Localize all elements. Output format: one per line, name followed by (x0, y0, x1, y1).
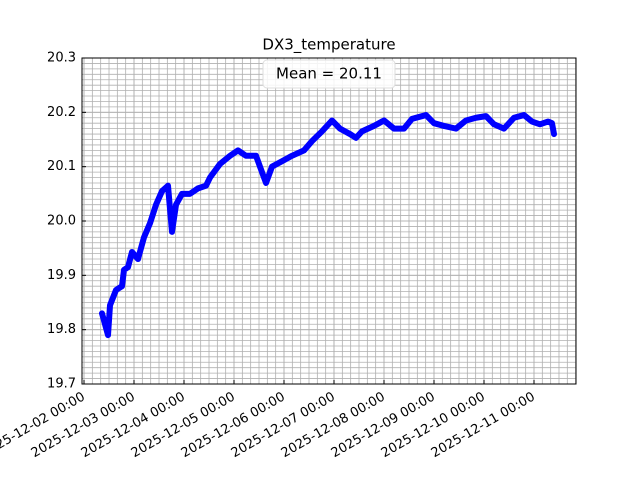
annotation: Mean = 20.11 (276, 65, 382, 83)
y-tick-label: 20.0 (47, 214, 76, 229)
chart-title: DX3_temperature (262, 36, 395, 55)
data-line (99, 112, 557, 339)
y-tick-label: 19.8 (47, 322, 76, 337)
y-tick-label: 20.3 (47, 51, 76, 66)
annotation-box (262, 59, 396, 89)
y-tick-label: 19.7 (47, 377, 76, 392)
y-tick-label: 19.9 (47, 268, 76, 283)
y-tick-label: 20.1 (47, 159, 76, 174)
y-tick-label: 20.2 (47, 105, 76, 120)
